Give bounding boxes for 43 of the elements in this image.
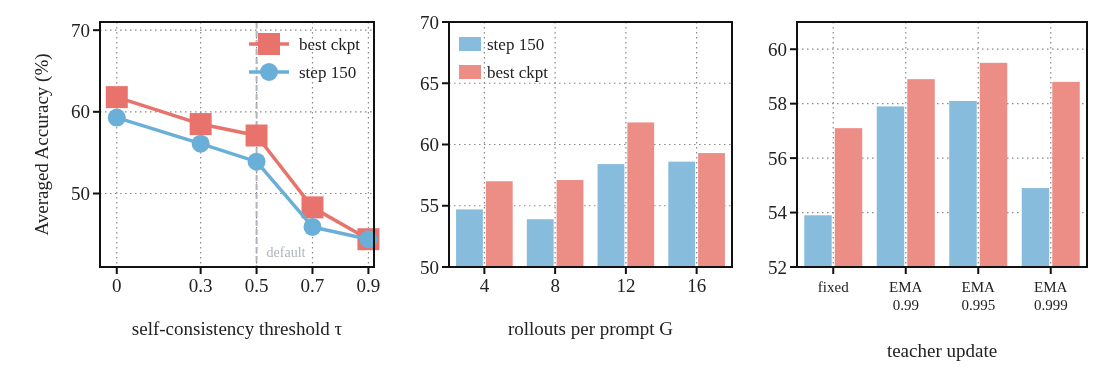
y-tick-label: 55 xyxy=(420,195,439,217)
y-tick-label: 70 xyxy=(71,19,90,41)
point xyxy=(301,196,324,219)
y-tick-label: 50 xyxy=(71,183,90,205)
ref-line-label: default xyxy=(266,245,306,260)
legend-label: step 150 xyxy=(487,34,545,54)
x-axis-title: self-consistency threshold τ xyxy=(131,318,343,339)
y-axis-title: Averaged Accuracy (%) xyxy=(31,53,53,236)
x-tick-label: 4 xyxy=(479,275,490,296)
point xyxy=(245,124,268,147)
x-tick-label: 0 xyxy=(112,275,122,296)
point xyxy=(105,86,128,109)
point xyxy=(247,152,266,171)
x-tick-label: 0.5 xyxy=(244,275,269,296)
y-tick-label: 70 xyxy=(420,11,439,33)
legend-label: best ckpt xyxy=(299,34,361,54)
legend-label: step 150 xyxy=(299,62,357,82)
x-tick-label: EMA 0.999 xyxy=(1033,279,1068,313)
y-tick-label: 56 xyxy=(768,147,787,169)
y-tick-label: 50 xyxy=(420,256,439,278)
y-tick-label: 54 xyxy=(768,202,788,224)
x-tick-label: 12 xyxy=(616,275,636,296)
x-axis-title: rollouts per prompt G xyxy=(507,318,674,339)
point xyxy=(107,108,126,127)
x-axis-title: teacher update xyxy=(886,340,998,361)
x-tick-label: 0.7 xyxy=(300,275,325,296)
y-tick-label: 60 xyxy=(420,134,439,156)
y-tick-label: 60 xyxy=(71,101,90,123)
y-tick-label: 58 xyxy=(768,93,787,115)
y-tick-label: 60 xyxy=(768,38,787,60)
point xyxy=(191,134,210,153)
x-tick-label: 0.9 xyxy=(356,275,381,296)
x-tick-label: EMA 0.995 xyxy=(961,279,996,313)
x-tick-label: 16 xyxy=(687,275,707,296)
point xyxy=(303,217,322,236)
x-tick-label: EMA 0.99 xyxy=(889,279,923,313)
point xyxy=(189,113,212,136)
x-tick-label: 8 xyxy=(550,275,560,296)
y-tick-label: 52 xyxy=(768,256,787,278)
legend-label: best ckpt xyxy=(487,62,549,82)
y-tick-label: 65 xyxy=(420,72,439,94)
x-tick-label: fixed xyxy=(817,279,850,295)
x-tick-label: 0.3 xyxy=(188,275,213,296)
